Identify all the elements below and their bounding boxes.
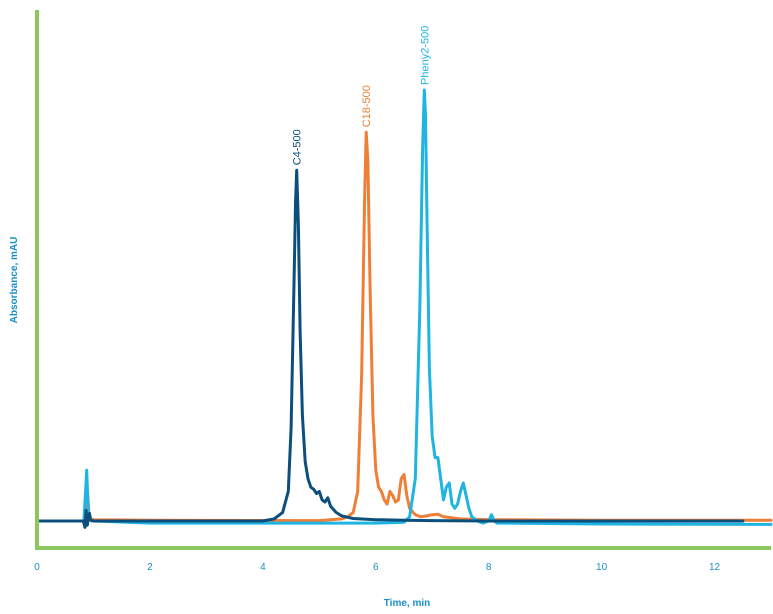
series-layer xyxy=(35,88,773,529)
peak-label-pheny2-500: Pheny2-500 xyxy=(419,26,431,85)
x-tick-label: 4 xyxy=(260,562,266,573)
peak-label-c4-500: C4-500 xyxy=(292,129,304,165)
series-line-c18-500 xyxy=(35,130,773,523)
x-tick-label: 10 xyxy=(596,562,608,573)
y-axis-title: Absorbance, mAU xyxy=(9,237,20,324)
x-tick-label: 12 xyxy=(709,562,721,573)
x-tick-label: 2 xyxy=(147,562,153,573)
peak-label-c18-500: C18-500 xyxy=(361,85,373,127)
x-tick-label: 8 xyxy=(486,562,492,573)
series-line-c4-500 xyxy=(35,168,745,529)
axis-layer xyxy=(35,10,771,550)
x-axis-title: Time, min xyxy=(384,598,431,609)
peak-labels: C4-500 C18-500 Pheny2-500 xyxy=(292,26,432,166)
series-line-pheny2-500 xyxy=(35,88,773,526)
x-tick-label: 0 xyxy=(34,562,40,573)
x-tick-label: 6 xyxy=(373,562,379,573)
x-tick-labels: 0 2 4 6 8 10 12 xyxy=(34,562,720,573)
